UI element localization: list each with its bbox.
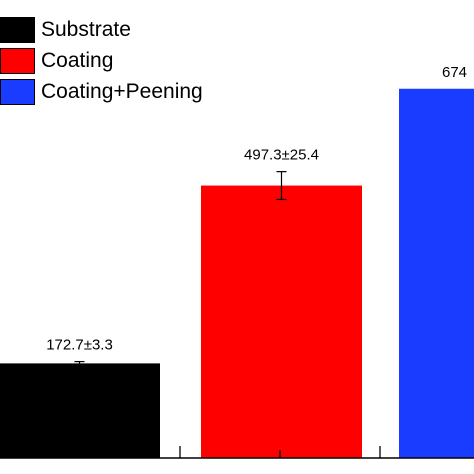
data-label-substrate: 172.7±3.3 [46,337,113,354]
bar-coating-peening [399,88,474,459]
legend-swatch-coating [0,47,35,74]
data-labels-group: 172.7±3.3 497.3±25.4 674 [46,64,467,354]
legend: Substrate Coating Coating+Peening [0,14,203,107]
legend-item-coating: Coating [0,45,203,76]
legend-item-coating-peening: Coating+Peening [0,76,203,107]
bar-substrate [0,363,160,458]
legend-swatch-substrate [0,16,35,43]
data-label-coating: 497.3±25.4 [244,147,319,164]
legend-item-substrate: Substrate [0,14,203,45]
legend-swatch-coating-peening [0,78,35,105]
bar-coating [201,185,362,459]
errorbars-group [74,171,287,366]
x-axis [0,446,474,459]
data-label-coating-peening: 674 [442,64,467,81]
legend-label-coating: Coating [41,48,114,72]
legend-label-substrate: Substrate [41,17,131,41]
legend-label-coating-peening: Coating+Peening [41,79,203,103]
bars-group [0,88,474,459]
